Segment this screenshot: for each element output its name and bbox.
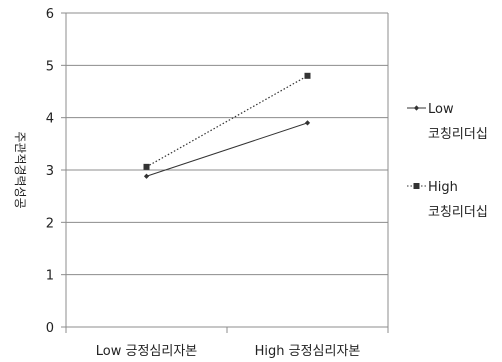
axes: [61, 12, 389, 333]
y-tick-labels: 0 1 2 3 4 5 6: [46, 7, 54, 336]
series-layer: [143, 72, 311, 179]
legend-sublabel-0: 코칭리더십: [428, 127, 488, 142]
y-tick-label-5: 5: [46, 59, 54, 74]
point-0-0: [143, 173, 150, 179]
legend-label-1: High: [428, 180, 458, 195]
y-axis-label: 주관적경력성공: [13, 131, 27, 208]
point-0-1: [304, 120, 311, 126]
x-tick-labels: Low 긍정심리자본 High 긍정심리자본: [96, 344, 361, 359]
legend-sublabel-1: 코칭리더십: [428, 205, 488, 220]
y-tick-label-1: 1: [46, 269, 54, 284]
series-line-0: [146, 122, 308, 177]
legend-item-1: High 코칭리더십: [407, 180, 488, 220]
series-1: [143, 72, 311, 170]
series-line-1: [146, 75, 308, 168]
legend-label-0: Low: [428, 102, 454, 117]
y-tick-label-2: 2: [46, 216, 54, 231]
legend-marker-1: [413, 183, 420, 189]
series-0: [143, 120, 311, 179]
x-tick-label-1: High 긍정심리자본: [255, 344, 361, 359]
x-tick-label-0: Low 긍정심리자본: [96, 344, 198, 359]
y-tick-label-0: 0: [46, 321, 54, 336]
legend-marker-0: [413, 105, 420, 111]
y-tick-label-4: 4: [46, 112, 54, 127]
y-tick-label-6: 6: [46, 7, 54, 22]
legend: Low 코칭리더십 High 코칭리더십: [407, 102, 488, 220]
y-tick-label-3: 3: [46, 164, 54, 179]
legend-item-0: Low 코칭리더십: [407, 102, 488, 142]
point-1-1: [304, 72, 311, 79]
point-1-0: [143, 163, 150, 170]
gridlines: [66, 12, 388, 276]
